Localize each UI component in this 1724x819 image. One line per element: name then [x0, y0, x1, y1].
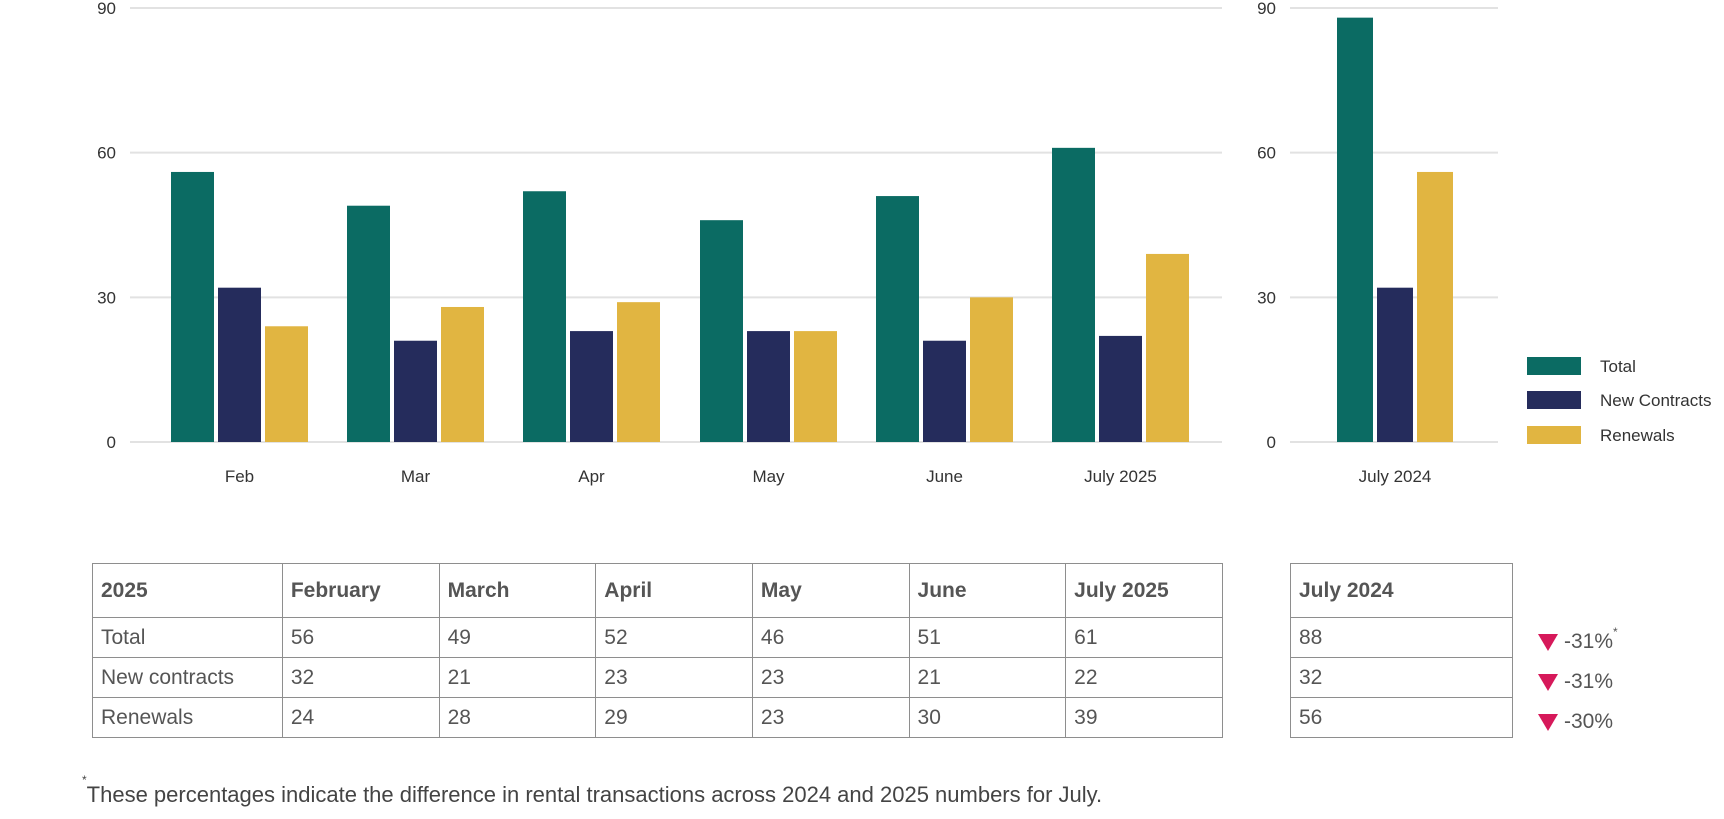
table-cell: 32	[1290, 657, 1513, 698]
bar-new-contracts	[923, 340, 966, 442]
bar-new-contracts	[1377, 287, 1413, 442]
change-new-contracts: -31%	[1538, 670, 1613, 694]
y-tick-label: 60	[97, 144, 116, 163]
change-value: -30%	[1564, 710, 1614, 733]
bar-renewals	[1146, 253, 1189, 442]
x-tick-label: Feb	[225, 467, 254, 486]
table-row: 32	[1290, 657, 1513, 698]
table-cell: 28	[438, 697, 597, 738]
change-value: -31%	[1564, 670, 1614, 693]
bar-total	[700, 220, 743, 442]
change-total: -31% *	[1538, 625, 1618, 654]
table-2024: July 2024 88 32 56	[1290, 563, 1513, 738]
table-header-cell: May	[751, 563, 910, 618]
table-row: New contracts 32 21 23 23 21 22	[92, 657, 1223, 698]
table-cell: 52	[595, 617, 753, 658]
table-2025: 2025 February March April May June July …	[92, 563, 1223, 738]
table-cell: 23	[751, 697, 910, 738]
bar-renewals	[617, 302, 660, 442]
table-row: Total 56 49 52 46 51 61	[92, 617, 1223, 658]
x-tick-label: June	[926, 467, 963, 486]
table-cell: 39	[1065, 697, 1223, 738]
down-triangle-icon	[1538, 633, 1558, 651]
bar-renewals	[441, 306, 484, 442]
table-cell: Renewals	[92, 697, 283, 738]
bar-total	[523, 191, 566, 442]
bar-new-contracts	[394, 340, 437, 442]
bar-new-contracts	[747, 331, 790, 442]
down-triangle-icon	[1538, 713, 1558, 731]
bar-renewals	[970, 297, 1013, 442]
table-header-cell: June	[908, 563, 1067, 618]
y-tick-label: 30	[97, 288, 116, 307]
bar-new-contracts	[570, 331, 613, 442]
table-row: 56	[1290, 697, 1513, 738]
bar-total	[1337, 17, 1373, 443]
change-renewals: -30%	[1538, 710, 1613, 734]
table-header-cell: March	[438, 563, 597, 618]
footnote-text: These percentages indicate the differenc…	[86, 782, 1103, 807]
table-cell: New contracts	[92, 657, 283, 698]
table-cell: Total	[92, 617, 283, 658]
table-cell: 24	[281, 697, 440, 738]
table-cell: 23	[595, 657, 753, 698]
legend-swatch	[1527, 357, 1581, 375]
down-triangle-icon	[1538, 673, 1558, 691]
y-tick-label: 90	[1257, 0, 1276, 18]
y-tick-label: 60	[1257, 144, 1276, 163]
x-tick-label: Apr	[578, 467, 605, 486]
x-tick-label: July 2025	[1084, 467, 1157, 486]
table-cell: 88	[1290, 617, 1513, 658]
bar-total	[171, 171, 214, 442]
bar-renewals	[265, 326, 308, 442]
bar-total	[347, 205, 390, 442]
table-header-row: July 2024	[1290, 563, 1513, 618]
table-cell: 49	[438, 617, 597, 658]
table-cell: 56	[1290, 697, 1513, 738]
y-tick-label: 0	[1267, 433, 1276, 452]
table-cell: 21	[438, 657, 597, 698]
bar-new-contracts	[218, 287, 261, 442]
footnote-marker: *	[1613, 625, 1618, 639]
legend-swatch	[1527, 391, 1581, 409]
table-cell: 22	[1065, 657, 1223, 698]
bar-total	[876, 196, 919, 442]
y-tick-label: 30	[1257, 288, 1276, 307]
table-cell: 51	[908, 617, 1067, 658]
footnote-marker: *	[82, 772, 87, 787]
change-value: -31%	[1564, 630, 1614, 653]
table-cell: 29	[595, 697, 753, 738]
table-cell: 30	[908, 697, 1067, 738]
table-cell: 23	[751, 657, 910, 698]
legend-swatch	[1527, 426, 1581, 444]
legend-label: Renewals	[1600, 426, 1675, 445]
table-header-cell: February	[281, 563, 440, 618]
table-header-cell: April	[595, 563, 753, 618]
legend-label: New Contracts	[1600, 391, 1711, 410]
table-cell: 56	[281, 617, 440, 658]
footnote: *These percentages indicate the differen…	[82, 773, 1103, 808]
bar-renewals	[1417, 171, 1453, 442]
table-cell: 46	[751, 617, 910, 658]
x-tick-label: May	[752, 467, 785, 486]
table-header-cell: 2025	[92, 563, 283, 618]
table-cell: 32	[281, 657, 440, 698]
x-tick-label: July 2024	[1359, 467, 1432, 486]
bar-total	[1052, 147, 1095, 442]
table-row: 88	[1290, 617, 1513, 658]
y-tick-label: 90	[97, 0, 116, 18]
y-tick-label: 0	[107, 433, 116, 452]
table-row: Renewals 24 28 29 23 30 39	[92, 697, 1223, 738]
table-cell: 61	[1065, 617, 1223, 658]
bar-renewals	[794, 331, 837, 442]
x-tick-label: Mar	[401, 467, 431, 486]
rental-transactions-chart: 0 30 60 90 Feb Mar Apr May June July 2025 0 30 60 90 J…	[97, 0, 1711, 486]
table-header-row: 2025 February March April May June July …	[92, 563, 1223, 618]
table-cell: 21	[908, 657, 1067, 698]
table-header-cell: July 2024	[1290, 563, 1513, 618]
legend-label: Total	[1600, 357, 1636, 376]
bar-new-contracts	[1099, 335, 1142, 442]
table-header-cell: July 2025	[1065, 563, 1223, 618]
